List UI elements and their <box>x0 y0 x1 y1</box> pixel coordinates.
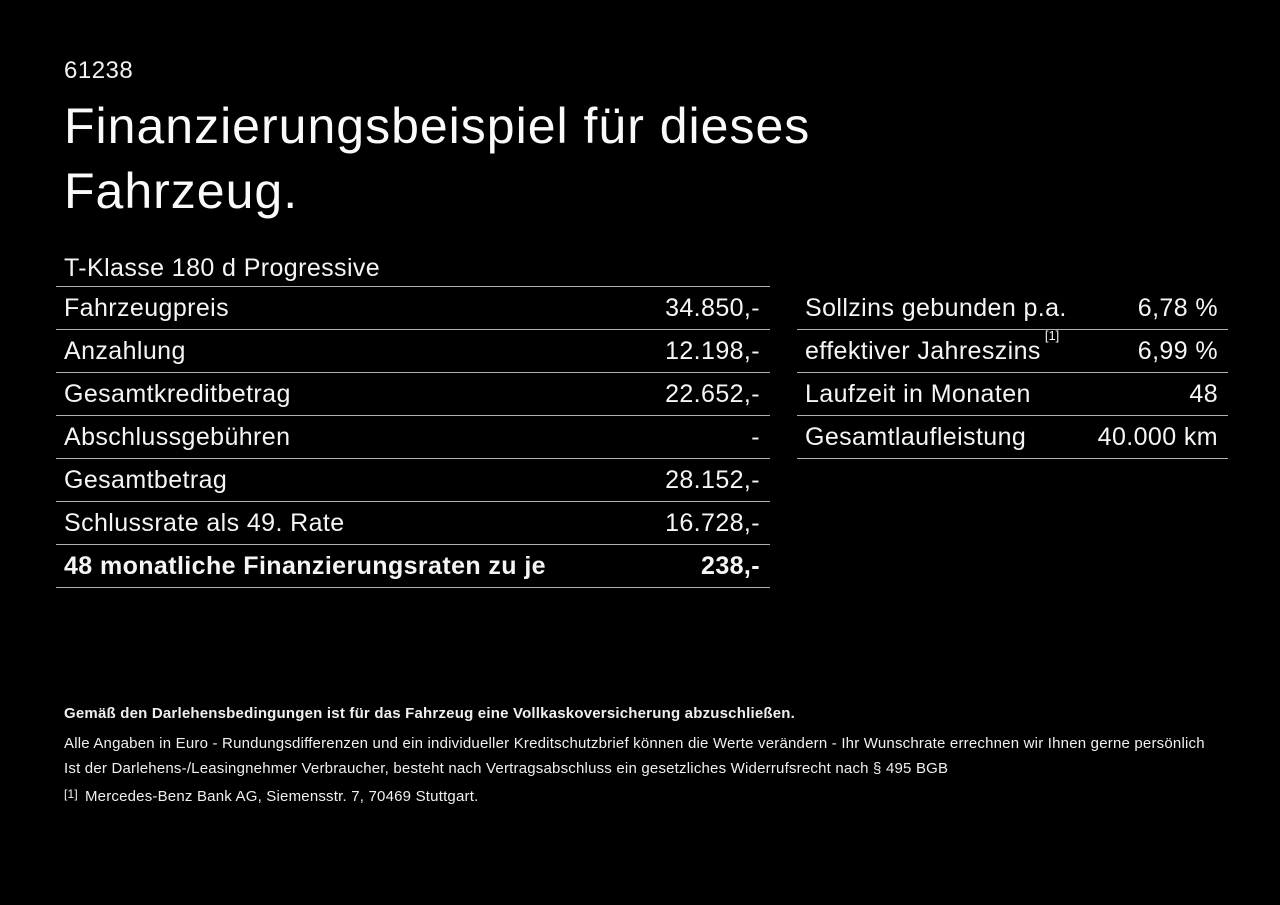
row-value: 34.850,- <box>665 293 760 322</box>
table-row-gesamtlaufleistung: Gesamtlaufleistung 40.000 km <box>797 416 1228 459</box>
row-value: 48 <box>1189 379 1218 408</box>
row-label: Abschlussgebühren <box>64 422 291 451</box>
table-row-gesamtkreditbetrag: Gesamtkreditbetrag 22.652,- <box>56 373 770 416</box>
row-value: 28.152,- <box>665 465 760 494</box>
table-row-gesamtbetrag: Gesamtbetrag 28.152,- <box>56 459 770 502</box>
disclaimer-line-1: Alle Angaben in Euro - Rundungsdifferenz… <box>64 735 1205 752</box>
row-label: Anzahlung <box>64 336 186 365</box>
insurance-note: Gemäß den Darlehensbedingungen ist für d… <box>64 705 795 722</box>
vehicle-model-row: T-Klasse 180 d Progressive <box>56 250 770 287</box>
table-row-abschlussgebuehren: Abschlussgebühren - <box>56 416 770 459</box>
row-value: 6,78 % <box>1137 293 1218 322</box>
row-label: Fahrzeugpreis <box>64 293 230 322</box>
row-label-text: effektiver Jahreszins <box>805 336 1041 365</box>
page-title: Finanzierungsbeispiel für dieses Fahrzeu… <box>64 98 811 219</box>
table-row-monatsrate-total: 48 monatliche Finanzierungsraten zu je 2… <box>56 545 770 588</box>
row-label: Schlussrate als 49. Rate <box>64 508 345 537</box>
row-value: 16.728,- <box>665 508 760 537</box>
table-row-fahrzeugpreis: Fahrzeugpreis 34.850,- <box>56 287 770 330</box>
table-row-sollzins: Sollzins gebunden p.a. 6,78 % <box>797 287 1228 330</box>
footer-notes: Gemäß den Darlehensbedingungen ist für d… <box>64 704 1234 807</box>
row-value: 6,99 % <box>1137 336 1218 365</box>
row-label: Gesamtlaufleistung <box>805 422 1027 451</box>
row-label: effektiver Jahreszins[1] <box>805 328 1059 366</box>
row-value: 12.198,- <box>665 336 760 365</box>
footnote: [1] Mercedes-Benz Bank AG, Siemensstr. 7,… <box>64 787 1234 807</box>
offer-number: 61238 <box>64 57 134 84</box>
row-label: Laufzeit in Monaten <box>805 379 1031 408</box>
table-row-laufzeit: Laufzeit in Monaten 48 <box>797 373 1228 416</box>
table-row-anzahlung: Anzahlung 12.198,- <box>56 330 770 373</box>
table-row-effektiver-jahreszins: effektiver Jahreszins[1] 6,99 % <box>797 328 1228 373</box>
table-row-schlussrate: Schlussrate als 49. Rate 16.728,- <box>56 502 770 545</box>
finance-table: T-Klasse 180 d Progressive Fahrzeugpreis… <box>56 250 770 588</box>
conditions-table: Sollzins gebunden p.a. 6,78 % effektiver… <box>797 287 1228 459</box>
row-label: Gesamtbetrag <box>64 465 228 494</box>
footnote-ref: [1] <box>1044 328 1060 344</box>
footnote-marker: [1] <box>64 787 78 801</box>
row-label: Sollzins gebunden p.a. <box>805 293 1067 322</box>
vehicle-model: T-Klasse 180 d Progressive <box>64 253 381 282</box>
row-value: - <box>751 422 760 451</box>
row-value: 40.000 km <box>1097 422 1218 451</box>
row-label: Gesamtkreditbetrag <box>64 379 291 408</box>
row-value: 22.652,- <box>665 379 760 408</box>
row-value: 238,- <box>701 551 760 580</box>
footnote-text: Mercedes-Benz Bank AG, Siemensstr. 7, 70… <box>84 788 479 805</box>
disclaimer-line-2: Ist der Darlehens-/Leasingnehmer Verbrau… <box>64 760 949 777</box>
row-label: 48 monatliche Finanzierungsraten zu je <box>64 551 546 580</box>
